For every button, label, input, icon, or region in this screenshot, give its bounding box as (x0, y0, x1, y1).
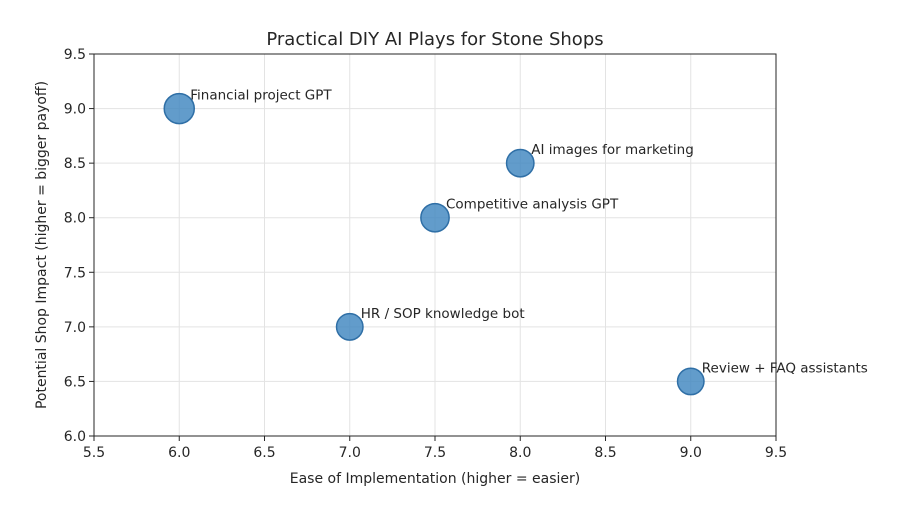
y-tick-label: 6.0 (64, 429, 86, 445)
x-tick-label: 6.5 (253, 445, 275, 461)
point-label: HR / SOP knowledge bot (361, 306, 525, 322)
y-tick-label: 8.0 (64, 211, 86, 227)
y-tick-label: 7.0 (64, 320, 86, 336)
points: Financial project GPT AI images for marke… (163, 88, 868, 396)
scatter-point (676, 367, 705, 396)
x-tick-label: 8.5 (594, 445, 616, 461)
x-tick-label: 5.5 (83, 445, 105, 461)
y-tick-label: 6.5 (64, 374, 86, 390)
x-tick-label: 9.0 (680, 445, 702, 461)
scatter-point (163, 92, 195, 125)
x-tick-label: 7.5 (424, 445, 446, 461)
y-tick-label: 9.5 (64, 47, 86, 63)
y-tick-label: 8.5 (64, 156, 86, 172)
x-axis: 5.5 6.0 6.5 7.0 7.5 8.0 8.5 9.0 9.5 (83, 436, 787, 461)
scatter-point (505, 148, 535, 178)
y-axis-label: Potential Shop Impact (higher = bigger p… (34, 81, 50, 409)
y-axis: 6.0 6.5 7.0 7.5 8.0 8.5 9.0 9.5 (64, 47, 94, 445)
x-tick-label: 9.5 (765, 445, 787, 461)
scatter-point (335, 312, 364, 341)
x-axis-label: Ease of Implementation (higher = easier) (290, 471, 581, 487)
x-tick-label: 8.0 (509, 445, 531, 461)
x-tick-label: 6.0 (168, 445, 190, 461)
point-label: Review + FAQ assistants (702, 360, 868, 376)
point-label: AI images for marketing (531, 142, 694, 158)
grid (93, 53, 777, 437)
y-tick-label: 9.0 (64, 102, 86, 118)
x-tick-label: 7.0 (339, 445, 361, 461)
point-label: Financial project GPT (190, 88, 332, 104)
point-label: Competitive analysis GPT (446, 197, 619, 213)
chart-title: Practical DIY AI Plays for Stone Shops (266, 29, 603, 50)
scatter-point (420, 202, 450, 233)
y-tick-label: 7.5 (64, 265, 86, 281)
